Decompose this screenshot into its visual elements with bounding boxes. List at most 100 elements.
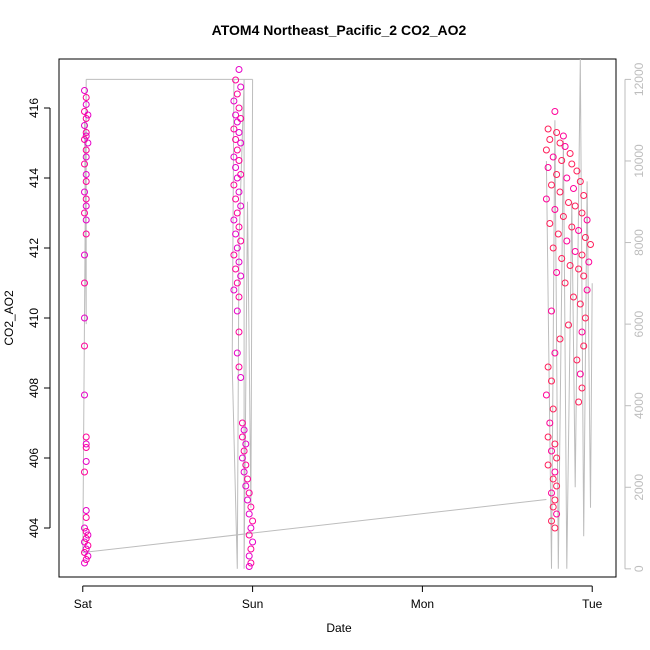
data-point	[235, 188, 243, 196]
data-point	[82, 178, 90, 185]
data-point	[551, 349, 559, 357]
data-point	[548, 307, 555, 315]
data-point	[81, 279, 88, 287]
data-point	[571, 202, 579, 210]
data-point	[247, 545, 255, 553]
data-point	[571, 248, 579, 255]
data-point	[82, 507, 90, 514]
data-point	[82, 528, 90, 535]
data-point	[82, 556, 90, 563]
data-point	[553, 171, 561, 178]
x-axis-label: Date	[326, 621, 352, 635]
data-point	[232, 265, 240, 273]
data-point	[82, 115, 90, 122]
data-point	[573, 167, 581, 175]
data-point	[563, 237, 571, 245]
data-point	[230, 216, 238, 224]
y-right-tick-label: 10000	[632, 144, 646, 178]
data-point	[570, 293, 577, 301]
data-point	[233, 307, 241, 315]
data-point	[244, 475, 251, 483]
data-point	[551, 524, 559, 532]
y-tick-label: 410	[27, 308, 41, 328]
right-line-segment	[82, 499, 547, 553]
data-point	[542, 195, 550, 203]
data-point	[232, 111, 240, 119]
data-point	[559, 132, 567, 140]
data-point	[580, 192, 588, 199]
data-point	[233, 349, 241, 357]
data-point	[81, 188, 88, 196]
data-point	[230, 286, 238, 294]
data-point	[553, 510, 561, 518]
data-point	[82, 230, 90, 238]
x-tick-label: Mon	[411, 597, 434, 611]
data-point	[232, 76, 240, 84]
data-point	[240, 468, 248, 476]
data-point	[84, 139, 92, 147]
data-point	[232, 164, 240, 171]
data-point	[573, 356, 581, 364]
data-point	[242, 440, 250, 448]
data-point	[544, 433, 552, 441]
data-point	[81, 87, 88, 94]
data-point	[233, 209, 241, 217]
data-point	[561, 279, 569, 287]
y-axis-right: 0 2000 4000 6000 8000 10000 12000	[624, 62, 646, 572]
data-point	[563, 174, 571, 182]
data-point	[551, 496, 559, 504]
data-point	[578, 328, 586, 336]
data-point	[244, 496, 251, 504]
data-point	[245, 510, 253, 518]
data-point	[240, 426, 248, 434]
data-point	[558, 157, 566, 164]
data-point	[245, 489, 253, 497]
data-point	[242, 461, 250, 469]
data-point	[580, 342, 588, 350]
data-points	[81, 66, 594, 570]
data-point	[578, 251, 586, 259]
data-point	[238, 433, 246, 441]
x-tick-label: Tue	[582, 597, 603, 611]
data-point	[82, 202, 90, 210]
data-point	[233, 279, 241, 287]
data-point	[581, 234, 589, 241]
data-point	[580, 272, 588, 280]
data-point	[237, 374, 245, 381]
data-point	[551, 468, 559, 476]
data-point	[558, 255, 566, 262]
data-point	[235, 66, 243, 73]
data-point	[581, 314, 589, 322]
data-point	[81, 468, 88, 476]
y-tick-label: 412	[27, 238, 41, 258]
data-point	[233, 118, 241, 126]
data-point	[587, 241, 594, 248]
data-point	[82, 171, 90, 178]
data-point	[238, 419, 246, 427]
data-point	[81, 251, 88, 259]
data-point	[233, 146, 241, 154]
data-point	[232, 136, 240, 143]
y-tick-label: 408	[27, 378, 41, 398]
data-point	[578, 384, 586, 392]
data-point	[82, 129, 90, 136]
data-point	[237, 139, 245, 147]
data-point	[544, 363, 552, 371]
data-point	[249, 517, 257, 525]
data-point	[551, 440, 559, 448]
data-point	[548, 517, 555, 525]
data-point	[233, 90, 241, 98]
data-point	[82, 440, 90, 448]
data-point	[551, 206, 559, 213]
data-point	[566, 262, 574, 269]
data-point	[81, 524, 88, 532]
data-point	[82, 444, 90, 451]
data-point	[583, 286, 591, 294]
data-point	[84, 531, 92, 539]
data-point	[235, 223, 243, 231]
data-point	[561, 143, 569, 150]
data-point	[578, 209, 586, 217]
data-point	[576, 178, 584, 185]
right-axis-line-series	[82, 58, 593, 569]
data-point	[570, 185, 577, 192]
